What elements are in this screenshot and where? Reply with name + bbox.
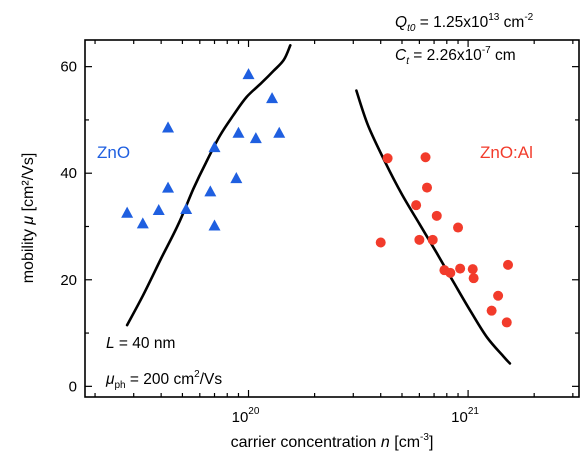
- x-axis-label-unit-sup: -3: [420, 432, 429, 443]
- zno-point: [121, 206, 134, 218]
- plot-frame: [84, 39, 580, 398]
- y-tick-label: 40: [60, 165, 77, 182]
- data-markers: [121, 68, 514, 328]
- znoal-point: [382, 153, 393, 164]
- x-axis-label-unit-post: ]: [429, 434, 433, 451]
- annotation-ct-sup: -7: [482, 45, 491, 56]
- y-axis-label-main: mobility: [20, 225, 37, 284]
- model-curve-2: [125, 44, 292, 327]
- znoal-point: [411, 200, 422, 211]
- y-axis-label-unit: [cm²/Vs]: [20, 153, 37, 216]
- x-tick-label: 1021: [451, 406, 479, 426]
- y-axis-label: mobility μ [cm²/Vs]: [20, 153, 37, 284]
- annotation-length-var: L: [106, 335, 115, 352]
- annotation-mu-ph-var: μ: [105, 371, 115, 388]
- znoal-point: [427, 234, 438, 245]
- zno-point: [249, 132, 262, 144]
- znoal-point: [453, 222, 464, 233]
- y-tick-label: 20: [60, 272, 77, 289]
- axis-ticks: [85, 40, 579, 397]
- annotation-qt0-var: Q: [395, 14, 407, 31]
- zno-point: [208, 141, 221, 153]
- model-curves: [125, 44, 512, 365]
- x-tick-labels: 1020 1021: [232, 406, 480, 426]
- zno-point: [204, 185, 217, 197]
- zno-point: [242, 68, 255, 80]
- annotation-qt0-sub: t0: [407, 23, 416, 34]
- annotation-ct-var: C: [395, 47, 407, 64]
- znoal-point: [375, 237, 386, 248]
- series-label-zno: ZnO: [97, 143, 130, 162]
- x-axis-label-var: n: [381, 434, 390, 451]
- x-axis-label-main: carrier concentration: [231, 434, 381, 451]
- zno-point: [162, 121, 175, 133]
- annotation-length-value: = 40 nm: [115, 335, 176, 352]
- zno-point: [208, 219, 221, 231]
- annotation-mu-ph: μph = 200 cm2/Vs: [105, 369, 222, 391]
- annotation-mu-ph-sub: ph: [115, 380, 126, 391]
- zno-point: [273, 126, 286, 138]
- annotation-ct-post: cm: [491, 47, 516, 64]
- x-tick-label-exp: 20: [248, 406, 260, 417]
- y-axis-label-var: μ: [20, 216, 37, 226]
- y-tick-label: 60: [60, 59, 77, 76]
- zno-point: [232, 126, 245, 138]
- zno-point: [152, 204, 165, 216]
- y-tick-labels: 0 20 40 60: [60, 59, 77, 396]
- zno-point: [162, 181, 175, 193]
- annotation-ct-pre: = 2.26x10: [409, 47, 482, 64]
- znoal-point: [467, 264, 478, 275]
- znoal-point: [468, 273, 479, 284]
- zno-point: [180, 202, 193, 214]
- x-tick-label-base: 10: [232, 409, 249, 426]
- annotation-qt0-sup2: -2: [524, 12, 533, 23]
- zno-point: [230, 172, 243, 184]
- znoal-point: [493, 290, 504, 301]
- annotation-mu-ph-pre: = 200 cm: [126, 371, 195, 388]
- znoal-point: [445, 267, 456, 278]
- model-curve-3: [355, 89, 512, 365]
- zno-point: [266, 92, 279, 104]
- znoal-point: [503, 259, 514, 270]
- x-tick-label-base: 10: [451, 409, 468, 426]
- znoal-point: [486, 305, 497, 316]
- annotation-ct: Ct = 2.26x10-7 cm: [395, 45, 516, 67]
- series-label-znoal: ZnO:Al: [480, 143, 533, 162]
- y-tick-label: 0: [69, 378, 77, 395]
- annotation-qt0: Qt0 = 1.25x1013 cm-2: [395, 12, 534, 34]
- x-axis-label-unit: [cm: [390, 434, 420, 451]
- znoal-point: [501, 317, 512, 328]
- znoal-point: [455, 263, 466, 274]
- x-axis-label: carrier concentration n [cm-3]: [231, 432, 434, 451]
- znoal-point: [422, 182, 433, 193]
- annotation-mu-ph-post: /Vs: [200, 371, 223, 388]
- x-tick-label: 1020: [232, 406, 260, 426]
- x-tick-label-exp: 21: [468, 406, 480, 417]
- znoal-point: [414, 234, 425, 245]
- annotation-qt0-sup: 13: [488, 12, 500, 23]
- zno-point: [136, 217, 149, 229]
- znoal-point: [431, 210, 442, 221]
- annotation-mu-ph-sup: 2: [194, 369, 200, 380]
- annotation-qt0-pre: = 1.25x10: [415, 14, 488, 31]
- annotation-qt0-post: cm: [499, 14, 524, 31]
- annotation-length: L = 40 nm: [106, 335, 175, 352]
- annotation-ct-sub: t: [406, 56, 410, 67]
- znoal-point: [420, 152, 431, 163]
